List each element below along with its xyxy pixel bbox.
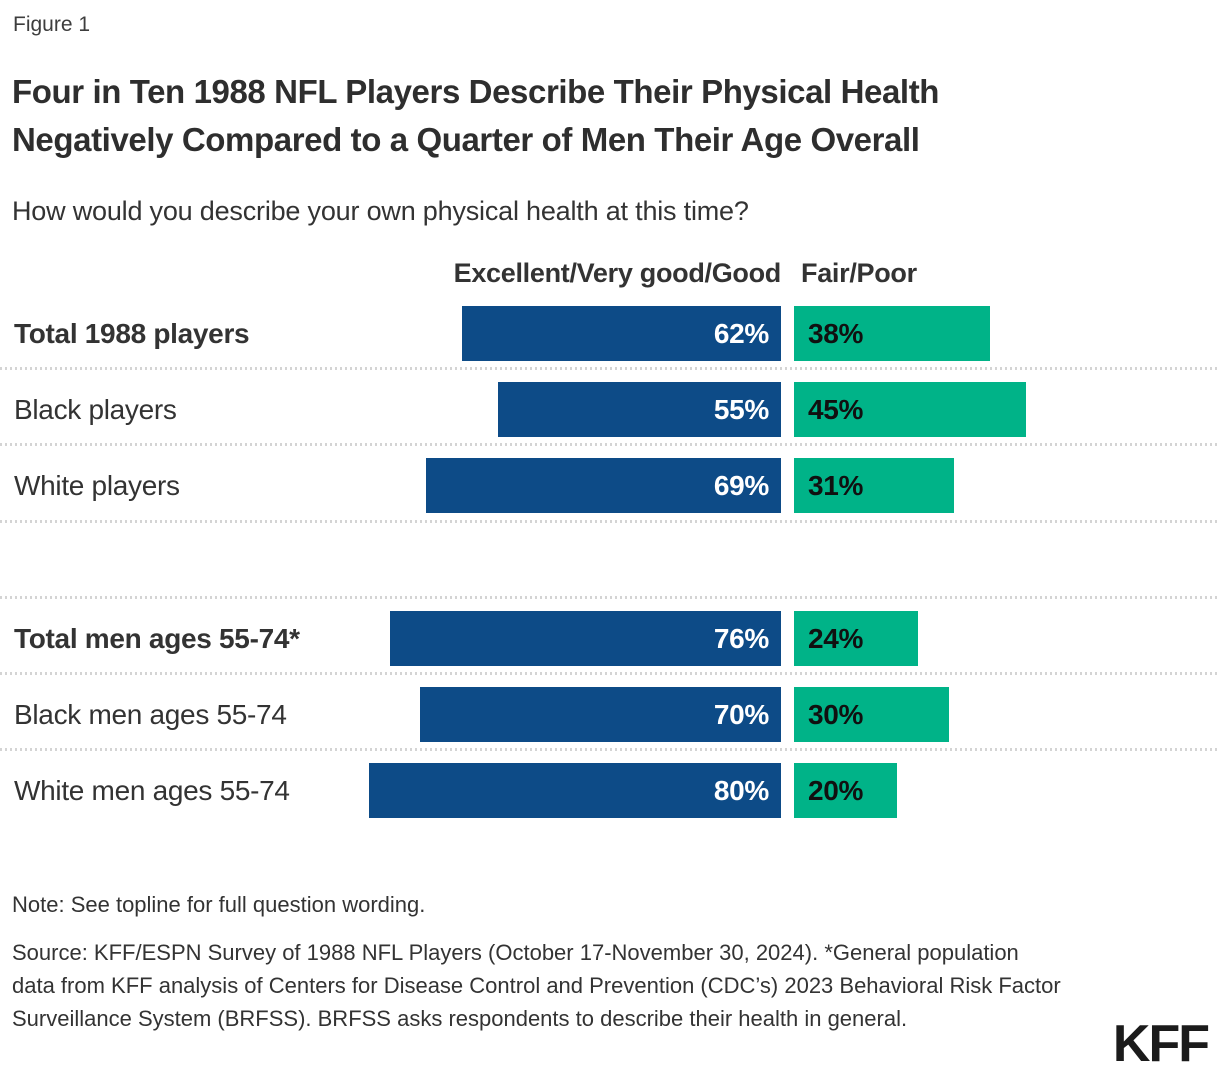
bar-value-label: 80%	[713, 774, 769, 806]
bar-fair-poor: 30%	[794, 687, 949, 742]
dotted-divider	[0, 672, 1220, 675]
column-header-excellent: Excellent/Very good/Good	[453, 258, 782, 288]
bar-fair-poor: 24%	[794, 611, 918, 666]
bar-value-label: 31%	[808, 469, 864, 501]
bar-row-total-men-55-74: Total men ages 55-74* 76% 24%	[0, 611, 1220, 666]
row-label: White players	[14, 469, 180, 501]
bar-fair-poor: 45%	[794, 382, 1026, 437]
bar-row-black-men-55-74: Black men ages 55-74 70% 30%	[0, 687, 1220, 742]
bar-excellent: 69%	[426, 458, 781, 513]
chart-title: Four in Ten 1988 NFL Players Describe Th…	[12, 68, 1202, 164]
kff-logo: KFF	[1112, 1015, 1210, 1073]
dotted-divider	[0, 596, 1220, 599]
bar-fair-poor: 20%	[794, 763, 897, 818]
bar-fair-poor: 38%	[794, 306, 990, 361]
chart-title-line1: Four in Ten 1988 NFL Players Describe Th…	[12, 73, 940, 110]
dotted-divider	[0, 443, 1220, 446]
note-text: Note: See topline for full question word…	[12, 892, 426, 917]
bar-value-label: 76%	[713, 622, 769, 654]
bar-excellent: 55%	[498, 382, 781, 437]
source-text: Source: KFF/ESPN Survey of 1988 NFL Play…	[12, 940, 1061, 1031]
row-label: Black men ages 55-74	[14, 698, 287, 730]
dotted-divider	[0, 748, 1220, 751]
bar-excellent: 62%	[462, 306, 781, 361]
bar-value-label: 45%	[808, 393, 864, 425]
bar-value-label: 20%	[808, 774, 864, 806]
dotted-divider	[0, 520, 1220, 523]
bar-row-white-players: White players 69% 31%	[0, 458, 1220, 513]
bar-row-total-1988-players: Total 1988 players 62% 38%	[0, 306, 1220, 361]
bar-value-label: 30%	[808, 698, 864, 730]
bar-fair-poor: 31%	[794, 458, 954, 513]
row-label: White men ages 55-74	[14, 774, 290, 806]
column-header-fair-poor: Fair/Poor	[801, 258, 917, 288]
chart-title-line2: Negatively Compared to a Quarter of Men …	[12, 121, 920, 158]
dotted-divider	[0, 367, 1220, 370]
bar-row-black-players: Black players 55% 45%	[0, 382, 1220, 437]
figure-label: Figure 1	[13, 13, 91, 36]
bar-value-label: 55%	[713, 393, 769, 425]
bar-value-label: 38%	[808, 317, 864, 349]
row-label: Total men ages 55-74*	[14, 622, 300, 654]
bar-excellent: 70%	[420, 687, 781, 742]
chart-subtitle: How would you describe your own physical…	[12, 196, 749, 226]
row-label: Black players	[14, 393, 177, 425]
bar-row-white-men-55-74: White men ages 55-74 80% 20%	[0, 763, 1220, 818]
bar-excellent: 80%	[369, 763, 781, 818]
bar-excellent: 76%	[390, 611, 781, 666]
bar-value-label: 69%	[713, 469, 769, 501]
bar-value-label: 70%	[713, 698, 769, 730]
bar-value-label: 62%	[713, 317, 769, 349]
row-label: Total 1988 players	[14, 317, 250, 349]
bar-value-label: 24%	[808, 622, 864, 654]
